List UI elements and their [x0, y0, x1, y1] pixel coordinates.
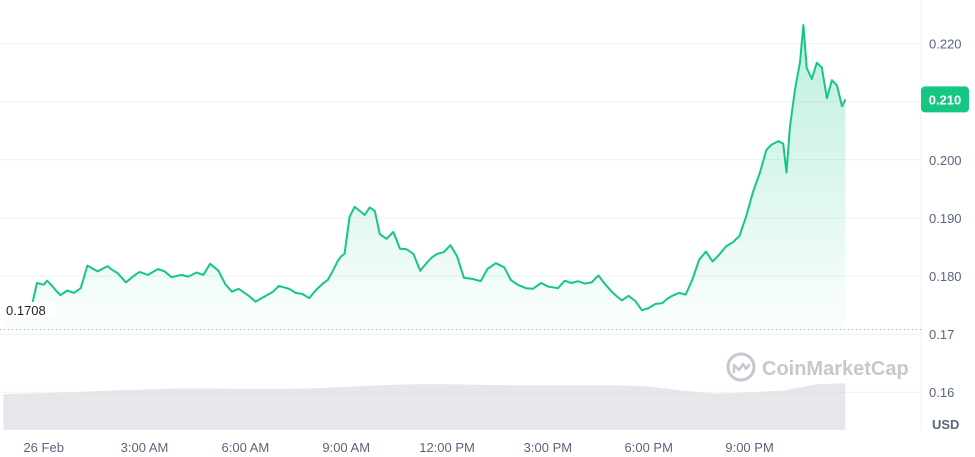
price-area [3, 25, 846, 330]
reference-price-label: 0.1708 [2, 302, 56, 318]
price-line [3, 24, 847, 318]
x-tick-label: 9:00 PM [725, 440, 773, 455]
watermark-text: CoinMarketCap [762, 358, 909, 380]
currency-label: USD [932, 417, 959, 432]
volume-area [3, 383, 846, 430]
y-tick-label: 0.17 [929, 327, 954, 342]
coinmarketcap-logo-icon [726, 352, 756, 382]
volume-bars [3, 383, 846, 430]
y-tick-label: 0.16 [929, 385, 954, 400]
y-tick-label: 0.200 [929, 153, 962, 168]
x-tick-label: 12:00 PM [419, 440, 475, 455]
x-tick-label: 26 Feb [23, 440, 63, 455]
watermark: CoinMarketCap [726, 352, 909, 382]
reference-price-text: 0.1708 [6, 303, 46, 318]
x-tick-label: 9:00 AM [322, 440, 370, 455]
y-tick-label: 0.190 [929, 211, 962, 226]
x-tick-label: 3:00 AM [121, 440, 169, 455]
x-axis-ticks: 26 Feb 3:00 AM 6:00 AM 9:00 AM 12:00 PM 3:00 … [23, 440, 773, 455]
current-price-badge: 0.210 [921, 86, 969, 113]
x-tick-label: 3:00 PM [524, 440, 572, 455]
y-tick-label: 0.180 [929, 269, 962, 284]
x-tick-label: 6:00 PM [625, 440, 673, 455]
y-tick-label: 0.220 [929, 37, 962, 52]
current-price-text: 0.210 [929, 92, 962, 107]
x-tick-label: 6:00 AM [222, 440, 270, 455]
